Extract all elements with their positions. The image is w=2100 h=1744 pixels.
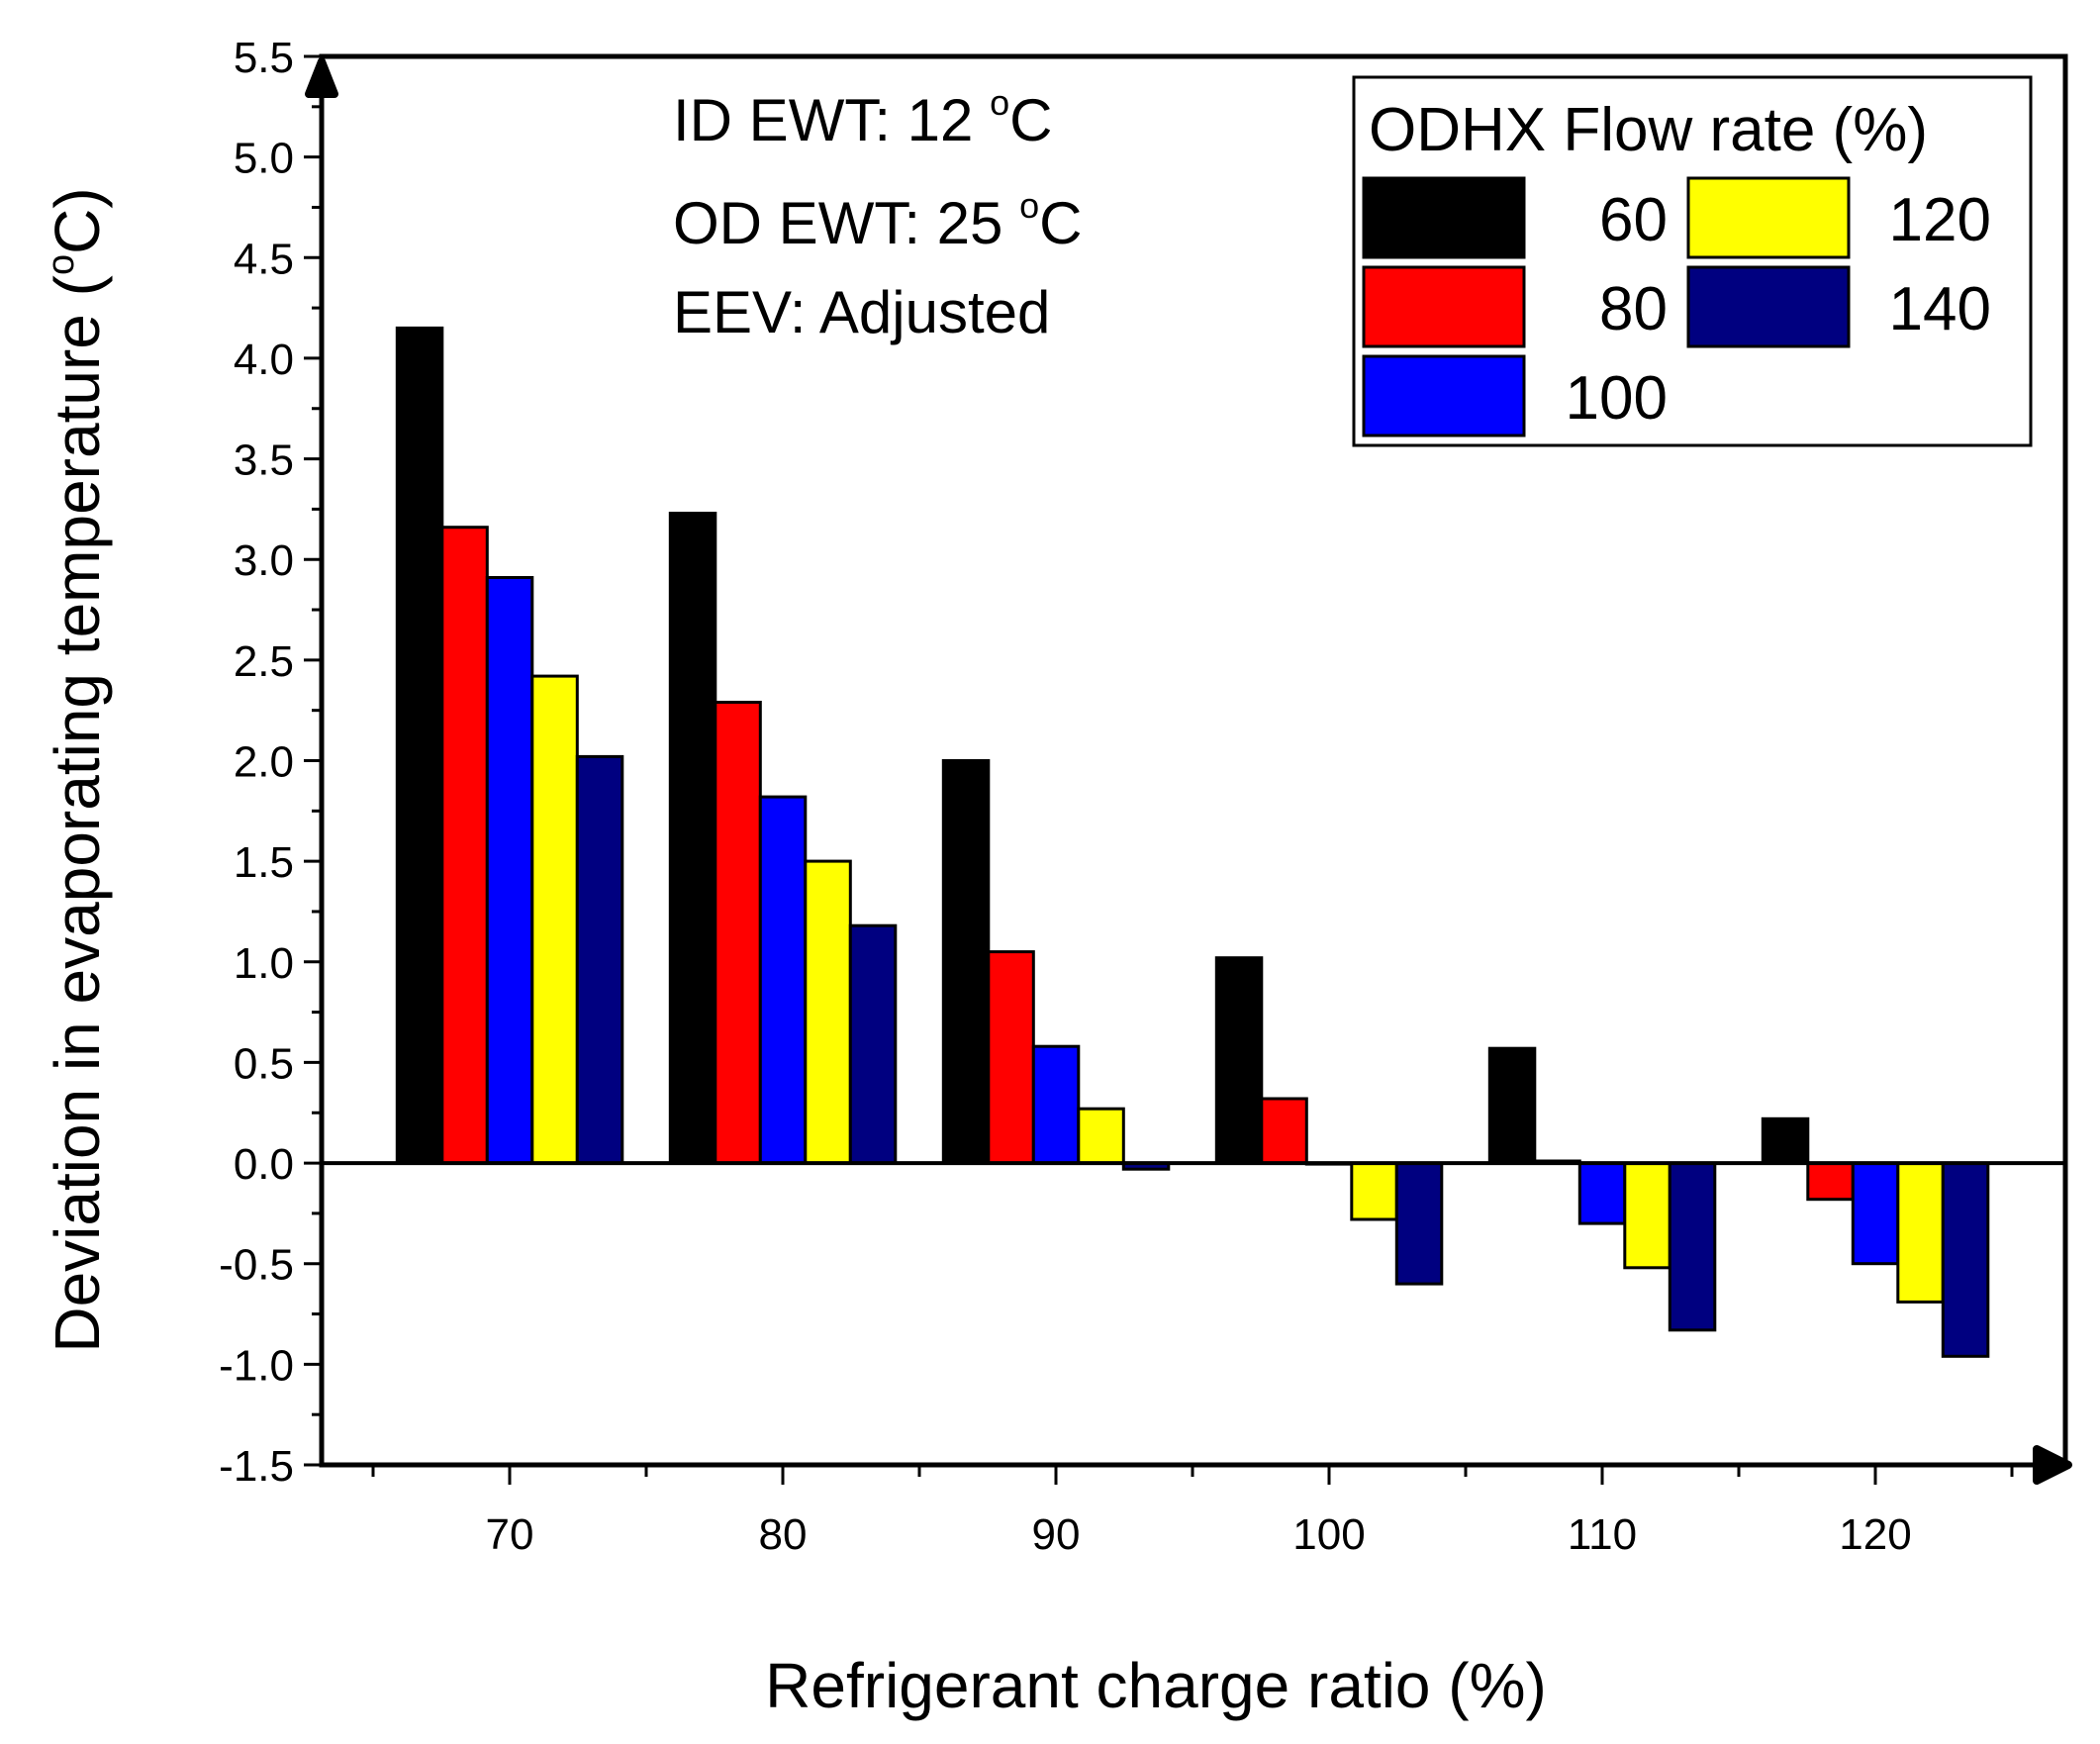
x-tick-labels: 70 80 90 100 110 120 (486, 1510, 1912, 1559)
y-axis-title-degree: o (41, 254, 82, 275)
bar-70-series-80 (440, 526, 489, 1165)
y-tick-label: 5.0 (234, 135, 294, 183)
ticks-layer (304, 54, 2014, 1485)
bar-120-series-80 (1806, 1161, 1855, 1202)
y-axis-title: Deviation in evaporating temperature (oC… (41, 187, 113, 1352)
x-tick-label: 110 (1568, 1510, 1637, 1559)
x-tick-label: 90 (1032, 1510, 1081, 1559)
y-tick-label: 0.5 (234, 1039, 294, 1088)
bar-110-series-100 (1577, 1161, 1627, 1225)
bar-110-series-60 (1487, 1046, 1537, 1165)
legend-swatch-80 (1362, 265, 1526, 348)
legend-swatch-120 (1686, 176, 1851, 259)
y-tick-label: -0.5 (219, 1241, 294, 1290)
bar-90-series-80 (987, 950, 1035, 1165)
y-axis-arrow-icon (305, 57, 338, 98)
bar-110-series-120 (1623, 1161, 1671, 1270)
x-tick-label: 80 (759, 1510, 808, 1559)
bar-120-series-120 (1896, 1161, 1945, 1304)
legend-swatch-100 (1362, 354, 1526, 437)
y-tick-label: 2.5 (234, 637, 294, 686)
y-tick-labels: -1.5 -1.0 -0.5 0.0 0.5 1.0 1.5 2.0 2.5 3.0 3.5 4.0 4… (219, 34, 294, 1491)
bar-80-series-60 (668, 512, 717, 1165)
y-tick-label: 2.0 (234, 738, 294, 787)
bar-80-series-100 (758, 795, 808, 1165)
y-tick-label: 0.0 (234, 1140, 294, 1189)
bar-120-series-140 (1941, 1161, 1990, 1358)
annotation-od-ewt: OD EWT: 25 oC (673, 185, 1082, 256)
legend-label-100: 100 (1566, 364, 1668, 433)
legend-swatch-60 (1362, 176, 1526, 259)
x-tick-label: 100 (1292, 1510, 1365, 1559)
y-tick-label: 5.5 (234, 34, 294, 82)
bar-100-series-60 (1214, 956, 1264, 1165)
y-tick-label: -1.0 (219, 1341, 294, 1390)
legend: ODHX Flow rate (%) 60 80 100 120 140 (1352, 75, 2033, 447)
bar-80-series-140 (848, 923, 898, 1165)
bar-120-series-100 (1851, 1161, 1900, 1266)
y-tick-label: 4.5 (234, 235, 294, 283)
y-tick-label: 1.5 (234, 838, 294, 887)
y-tick-label: 3.5 (234, 436, 294, 485)
x-tick-label: 120 (1839, 1510, 1911, 1559)
bar-90-series-100 (1031, 1044, 1081, 1165)
legend-label-120: 120 (1889, 186, 1991, 254)
bar-100-series-80 (1260, 1097, 1308, 1165)
bar-110-series-140 (1668, 1161, 1717, 1332)
legend-swatch-140 (1686, 265, 1851, 348)
x-axis-arrow-icon (2033, 1445, 2072, 1485)
annotation-eev: EEV: Adjusted (673, 279, 1050, 345)
y-axis-title-main: Deviation in evaporating temperature ( (42, 275, 113, 1353)
bar-70-series-100 (485, 576, 534, 1165)
bar-70-series-120 (530, 674, 579, 1165)
bar-90-series-120 (1077, 1107, 1125, 1165)
x-axis-title: Refrigerant charge ratio (%) (765, 1650, 1547, 1721)
y-tick-label: 4.0 (234, 336, 294, 384)
legend-title: ODHX Flow rate (%) (1369, 96, 1928, 164)
bar-100-series-140 (1394, 1161, 1444, 1286)
y-tick-label: -1.5 (219, 1442, 294, 1491)
conditions-annotation: ID EWT: 12 oC OD EWT: 25 oC EEV: Adjuste… (673, 82, 1082, 345)
bar-80-series-120 (804, 859, 852, 1165)
bar-120-series-60 (1761, 1116, 1810, 1165)
bar-70-series-60 (395, 326, 444, 1165)
y-tick-label: 3.0 (234, 536, 294, 585)
y-axis-title-end: C) (42, 187, 113, 254)
legend-label-80: 80 (1599, 275, 1668, 343)
bar-90-series-60 (941, 759, 991, 1165)
bar-70-series-140 (575, 754, 624, 1165)
x-tick-label: 70 (486, 1510, 534, 1559)
bar-100-series-120 (1350, 1161, 1398, 1221)
legend-label-60: 60 (1599, 186, 1668, 254)
bar-80-series-80 (714, 701, 762, 1165)
y-tick-label: 1.0 (234, 939, 294, 988)
annotation-id-ewt: ID EWT: 12 oC (673, 82, 1052, 153)
bars-layer (395, 326, 1990, 1358)
legend-label-140: 140 (1889, 275, 1991, 343)
